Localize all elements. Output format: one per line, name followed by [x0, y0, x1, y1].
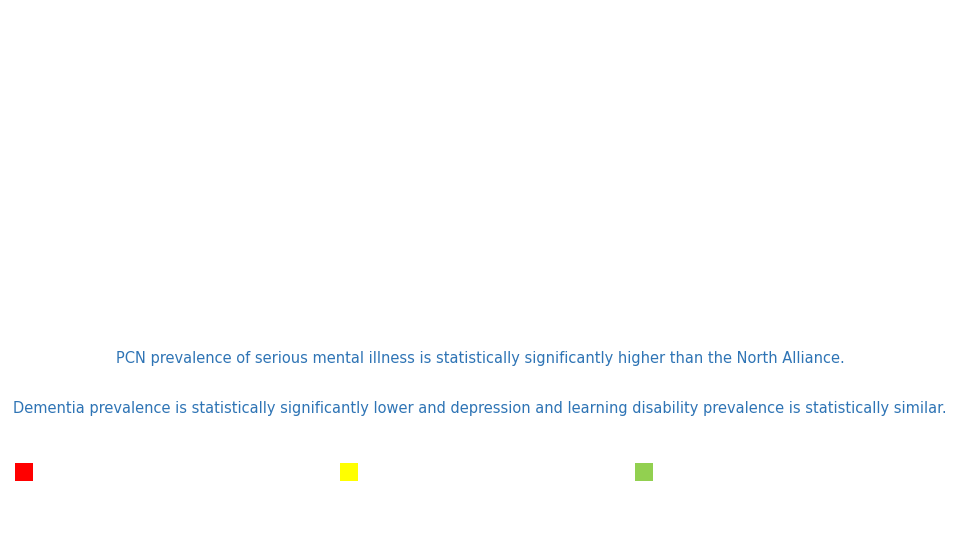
Text: PCN prevalence of serious mental illness is statistically significantly higher t: PCN prevalence of serious mental illness… [115, 350, 845, 366]
Text: Source: Prevalence (recorded) - C&P PHI from QOF, NHS Digital, 2017/18; Mortalit: Source: Prevalence (recorded) - C&P PHI … [8, 516, 882, 524]
Text: Mental health, dementia and learning disability: Mental health, dementia and learning dis… [8, 7, 453, 25]
Text: statistically significantly lower than next level in hierarchy: statistically significantly lower than n… [659, 467, 946, 477]
Text: Note: Prevalence data are not available by age i.e. it is not age weighted so di: Note: Prevalence data are not available … [8, 497, 614, 507]
Bar [340, 463, 358, 481]
Bar [15, 463, 33, 481]
Text: statistically similar to next level in hierarchy: statistically similar to next level in h… [364, 467, 582, 477]
Bar [635, 463, 653, 481]
Text: Dementia prevalence is statistically significantly lower and depression and lear: Dementia prevalence is statistically sig… [13, 401, 947, 416]
Text: statistically significantly higher than next level in hierarchy: statistically significantly higher than … [39, 467, 330, 477]
